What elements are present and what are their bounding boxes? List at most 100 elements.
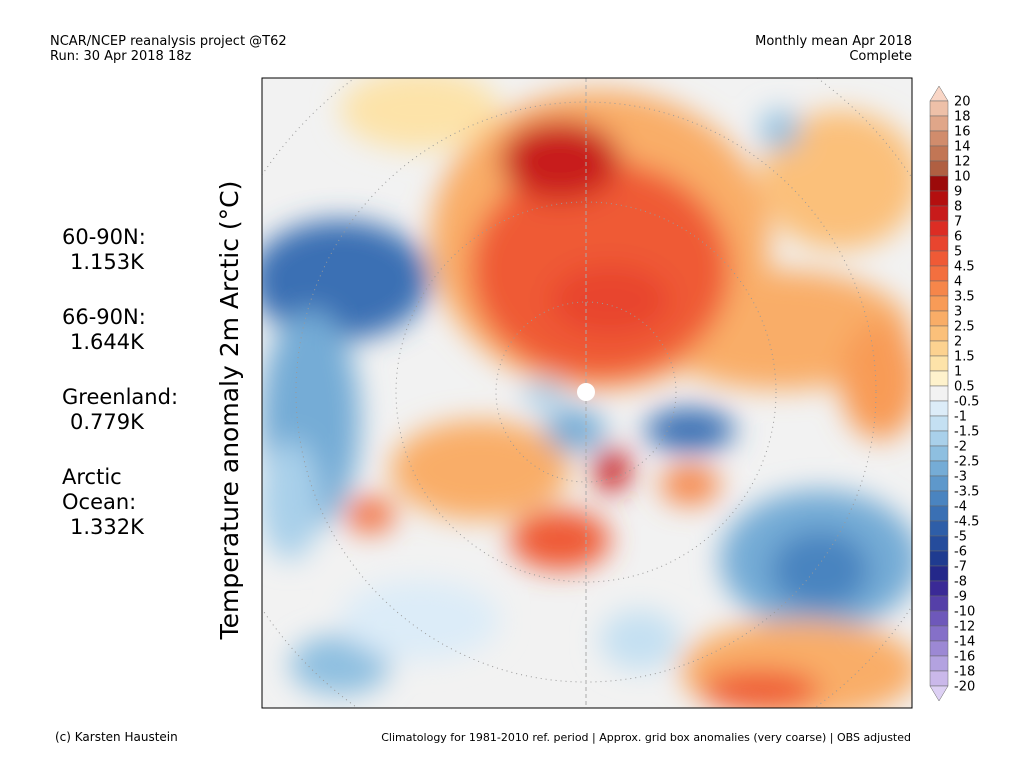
- axis-label: Temperature anomaly 2m Arctic (°C): [215, 181, 244, 641]
- stat-label: 66-90N:: [62, 305, 146, 329]
- colorbar-swatch: [929, 310, 949, 327]
- colorbar-label: -3.5: [954, 485, 979, 500]
- colorbar-swatch: [929, 205, 949, 222]
- colorbar-label: -4: [954, 500, 967, 515]
- colorbar-label: -20: [954, 680, 975, 695]
- colorbar-label: -12: [954, 620, 975, 635]
- colorbar-swatch: [929, 475, 949, 492]
- colorbar-label: -2: [954, 440, 967, 455]
- stat: Greenland: 0.779K: [62, 385, 178, 435]
- colorbar-swatch: [929, 400, 949, 417]
- colorbar-swatch: [929, 235, 949, 252]
- colorbar-swatch: [929, 445, 949, 462]
- colorbar-label: 1.5: [954, 350, 975, 365]
- colorbar-label: -9: [954, 590, 967, 605]
- colorbar-label: 10: [954, 170, 971, 185]
- colorbar-label: -14: [954, 635, 975, 650]
- colorbar-swatch: [929, 670, 949, 687]
- colorbar-swatch: [929, 115, 949, 132]
- colorbar-swatch: [929, 325, 949, 342]
- colorbar-swatch: [929, 250, 949, 267]
- colorbar-swatch: [929, 520, 949, 537]
- colorbar-swatch: [929, 490, 949, 507]
- map-frame: [261, 77, 913, 709]
- stat-value: 1.644K: [70, 330, 144, 354]
- colorbar-label: 2.5: [954, 320, 975, 335]
- colorbar-label: 0.5: [954, 380, 975, 395]
- colorbar-swatch: [929, 415, 949, 432]
- stat-value: 0.779K: [70, 410, 144, 434]
- colorbar-label: 16: [954, 125, 971, 140]
- colorbar-label: -5: [954, 530, 967, 545]
- colorbar: 201816141210987654.543.532.521.510.5-0.5…: [929, 85, 979, 702]
- colorbar-swatch: [929, 160, 949, 177]
- colorbar-swatch: [929, 505, 949, 522]
- colorbar-label: 18: [954, 110, 971, 125]
- colorbar-label: -16: [954, 650, 975, 665]
- colorbar-swatch: [929, 625, 949, 642]
- stat: Arctic Ocean: 1.332K: [62, 465, 144, 540]
- colorbar-swatch: [929, 430, 949, 447]
- colorbar-swatch: [929, 550, 949, 567]
- stat: 60-90N: 1.153K: [62, 225, 146, 275]
- colorbar-label: -10: [954, 605, 975, 620]
- stat-label: Arctic: [62, 465, 122, 489]
- colorbar-triangle: [929, 85, 949, 102]
- colorbar-swatch: [929, 610, 949, 627]
- colorbar-label: -1: [954, 410, 967, 425]
- colorbar-swatch: [929, 100, 949, 117]
- colorbar-label: 7: [954, 215, 962, 230]
- colorbar-label: 1: [954, 365, 962, 380]
- colorbar-swatch: [929, 130, 949, 147]
- footer-left: (c) Karsten Haustein: [55, 730, 178, 744]
- colorbar-swatch: [929, 295, 949, 312]
- colorbar-label: -6: [954, 545, 967, 560]
- colorbar-swatch: [929, 370, 949, 387]
- colorbar-swatch: [929, 655, 949, 672]
- header-line: NCAR/NCEP reanalysis project @T62: [50, 34, 287, 49]
- colorbar-swatch: [929, 355, 949, 372]
- colorbar-label: 14: [954, 140, 971, 155]
- colorbar-swatch: [929, 220, 949, 237]
- colorbar-label: -4.5: [954, 515, 979, 530]
- colorbar-label: 3: [954, 305, 962, 320]
- colorbar-triangle: [929, 685, 949, 702]
- colorbar-label: 9: [954, 185, 962, 200]
- colorbar-swatch: [929, 190, 949, 207]
- colorbar-label: -3: [954, 470, 967, 485]
- colorbar-swatch: [929, 640, 949, 657]
- colorbar-swatch: [929, 580, 949, 597]
- colorbar-label: 3.5: [954, 290, 975, 305]
- stat-value: 1.332K: [70, 515, 144, 539]
- colorbar-label: 4: [954, 275, 962, 290]
- colorbar-label: 12: [954, 155, 971, 170]
- stat-label: Ocean:: [62, 490, 137, 514]
- header-left: NCAR/NCEP reanalysis project @T62 Run: 3…: [50, 34, 287, 64]
- colorbar-swatch: [929, 340, 949, 357]
- header-line: Complete: [849, 49, 912, 64]
- colorbar-label: 20: [954, 95, 971, 110]
- colorbar-label: 4.5: [954, 260, 975, 275]
- footer-right: Climatology for 1981-2010 ref. period | …: [381, 731, 911, 744]
- anomaly-field: [262, 78, 912, 708]
- stat: 66-90N: 1.644K: [62, 305, 146, 355]
- colorbar-label: -7: [954, 560, 967, 575]
- colorbar-label: 8: [954, 200, 962, 215]
- colorbar-label: 2: [954, 335, 962, 350]
- colorbar-swatch: [929, 280, 949, 297]
- colorbar-label: -1.5: [954, 425, 979, 440]
- colorbar-label: -0.5: [954, 395, 979, 410]
- stat-label: 60-90N:: [62, 225, 146, 249]
- header-line: Run: 30 Apr 2018 18z: [50, 49, 192, 64]
- colorbar-label: -2.5: [954, 455, 979, 470]
- colorbar-swatch: [929, 145, 949, 162]
- colorbar-swatch: [929, 175, 949, 192]
- header-right: Monthly mean Apr 2018 Complete: [755, 34, 912, 64]
- colorbar-swatch: [929, 595, 949, 612]
- colorbar-swatch: [929, 460, 949, 477]
- colorbar-swatch: [929, 385, 949, 402]
- colorbar-swatch: [929, 535, 949, 552]
- header-line: Monthly mean Apr 2018: [755, 34, 912, 49]
